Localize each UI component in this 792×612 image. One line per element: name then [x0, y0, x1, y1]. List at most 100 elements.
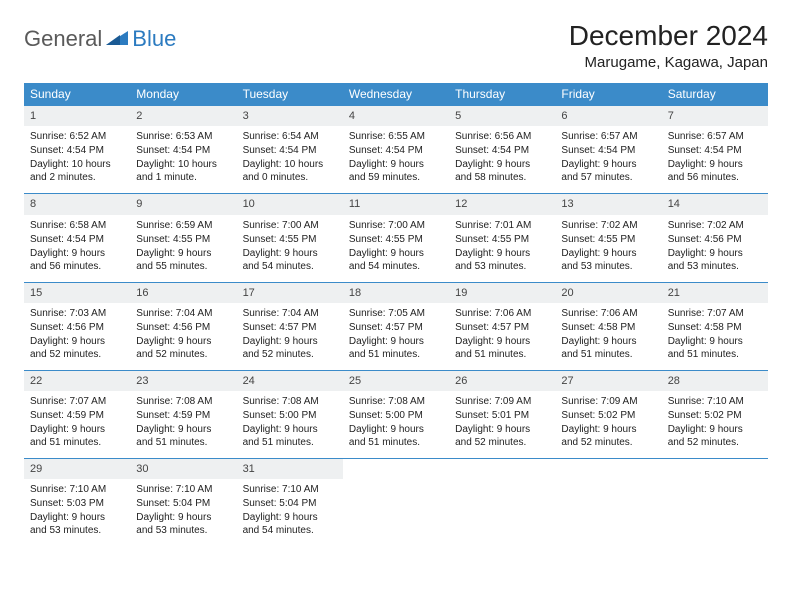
daylight-text: Daylight: 10 hours and 1 minute. — [136, 158, 230, 184]
day-number: 21 — [662, 283, 768, 303]
daylight-text: Daylight: 9 hours and 51 minutes. — [668, 335, 762, 361]
day-details: Sunrise: 6:55 AMSunset: 4:54 PMDaylight:… — [343, 126, 449, 193]
sunrise-text: Sunrise: 6:56 AM — [455, 130, 549, 143]
sunset-text: Sunset: 4:55 PM — [561, 233, 655, 246]
calendar-day-cell — [555, 459, 661, 547]
day-number: 29 — [24, 459, 130, 479]
weekday-header: Saturday — [662, 83, 768, 106]
day-details: Sunrise: 7:07 AMSunset: 4:59 PMDaylight:… — [24, 391, 130, 458]
weekday-header: Tuesday — [237, 83, 343, 106]
sunset-text: Sunset: 4:55 PM — [243, 233, 337, 246]
sunrise-text: Sunrise: 7:10 AM — [668, 395, 762, 408]
day-number: 18 — [343, 283, 449, 303]
daylight-text: Daylight: 9 hours and 54 minutes. — [243, 247, 337, 273]
sunrise-text: Sunrise: 7:05 AM — [349, 307, 443, 320]
day-details: Sunrise: 7:10 AMSunset: 5:03 PMDaylight:… — [24, 479, 130, 546]
sunset-text: Sunset: 5:00 PM — [349, 409, 443, 422]
day-details: Sunrise: 7:06 AMSunset: 4:57 PMDaylight:… — [449, 303, 555, 370]
calendar-table: SundayMondayTuesdayWednesdayThursdayFrid… — [24, 83, 768, 546]
day-details: Sunrise: 7:02 AMSunset: 4:56 PMDaylight:… — [662, 215, 768, 282]
day-details: Sunrise: 6:57 AMSunset: 4:54 PMDaylight:… — [555, 126, 661, 193]
logo: General Blue — [24, 26, 176, 52]
day-details: Sunrise: 7:07 AMSunset: 4:58 PMDaylight:… — [662, 303, 768, 370]
sunset-text: Sunset: 4:55 PM — [136, 233, 230, 246]
calendar-day-cell: 31Sunrise: 7:10 AMSunset: 5:04 PMDayligh… — [237, 459, 343, 547]
weekday-header: Wednesday — [343, 83, 449, 106]
daylight-text: Daylight: 9 hours and 53 minutes. — [668, 247, 762, 273]
daylight-text: Daylight: 9 hours and 51 minutes. — [455, 335, 549, 361]
calendar-day-cell: 8Sunrise: 6:58 AMSunset: 4:54 PMDaylight… — [24, 194, 130, 282]
day-number: 7 — [662, 106, 768, 126]
calendar-day-cell — [662, 459, 768, 547]
daylight-text: Daylight: 9 hours and 52 minutes. — [455, 423, 549, 449]
day-number: 25 — [343, 371, 449, 391]
daylight-text: Daylight: 9 hours and 54 minutes. — [349, 247, 443, 273]
sunrise-text: Sunrise: 6:57 AM — [668, 130, 762, 143]
day-details: Sunrise: 7:10 AMSunset: 5:04 PMDaylight:… — [237, 479, 343, 546]
day-details: Sunrise: 7:04 AMSunset: 4:56 PMDaylight:… — [130, 303, 236, 370]
calendar-day-cell: 20Sunrise: 7:06 AMSunset: 4:58 PMDayligh… — [555, 282, 661, 370]
calendar-day-cell: 15Sunrise: 7:03 AMSunset: 4:56 PMDayligh… — [24, 282, 130, 370]
sunset-text: Sunset: 4:58 PM — [561, 321, 655, 334]
sunrise-text: Sunrise: 7:09 AM — [561, 395, 655, 408]
day-number: 1 — [24, 106, 130, 126]
day-details: Sunrise: 7:10 AMSunset: 5:02 PMDaylight:… — [662, 391, 768, 458]
day-details: Sunrise: 7:00 AMSunset: 4:55 PMDaylight:… — [237, 215, 343, 282]
sunset-text: Sunset: 4:59 PM — [30, 409, 124, 422]
day-number: 14 — [662, 194, 768, 214]
calendar-day-cell: 29Sunrise: 7:10 AMSunset: 5:03 PMDayligh… — [24, 459, 130, 547]
calendar-day-cell: 3Sunrise: 6:54 AMSunset: 4:54 PMDaylight… — [237, 106, 343, 194]
calendar-day-cell: 26Sunrise: 7:09 AMSunset: 5:01 PMDayligh… — [449, 370, 555, 458]
day-details: Sunrise: 7:00 AMSunset: 4:55 PMDaylight:… — [343, 215, 449, 282]
calendar-day-cell: 25Sunrise: 7:08 AMSunset: 5:00 PMDayligh… — [343, 370, 449, 458]
weekday-header: Monday — [130, 83, 236, 106]
day-details: Sunrise: 7:04 AMSunset: 4:57 PMDaylight:… — [237, 303, 343, 370]
sunrise-text: Sunrise: 7:10 AM — [243, 483, 337, 496]
location-subtitle: Marugame, Kagawa, Japan — [569, 54, 768, 71]
day-details: Sunrise: 6:58 AMSunset: 4:54 PMDaylight:… — [24, 215, 130, 282]
sunset-text: Sunset: 5:04 PM — [136, 497, 230, 510]
sunset-text: Sunset: 5:02 PM — [561, 409, 655, 422]
day-details: Sunrise: 7:01 AMSunset: 4:55 PMDaylight:… — [449, 215, 555, 282]
calendar-week-row: 22Sunrise: 7:07 AMSunset: 4:59 PMDayligh… — [24, 370, 768, 458]
daylight-text: Daylight: 9 hours and 51 minutes. — [243, 423, 337, 449]
calendar-day-cell: 14Sunrise: 7:02 AMSunset: 4:56 PMDayligh… — [662, 194, 768, 282]
day-details: Sunrise: 7:08 AMSunset: 5:00 PMDaylight:… — [237, 391, 343, 458]
sunrise-text: Sunrise: 7:01 AM — [455, 219, 549, 232]
day-number: 19 — [449, 283, 555, 303]
calendar-day-cell: 24Sunrise: 7:08 AMSunset: 5:00 PMDayligh… — [237, 370, 343, 458]
sunset-text: Sunset: 4:54 PM — [349, 144, 443, 157]
day-details: Sunrise: 6:59 AMSunset: 4:55 PMDaylight:… — [130, 215, 236, 282]
header: General Blue December 2024 Marugame, Kag… — [24, 20, 768, 71]
day-details: Sunrise: 7:08 AMSunset: 4:59 PMDaylight:… — [130, 391, 236, 458]
sunset-text: Sunset: 5:04 PM — [243, 497, 337, 510]
sunset-text: Sunset: 5:00 PM — [243, 409, 337, 422]
sunrise-text: Sunrise: 6:55 AM — [349, 130, 443, 143]
day-number: 26 — [449, 371, 555, 391]
day-number: 23 — [130, 371, 236, 391]
day-number: 31 — [237, 459, 343, 479]
weekday-header-row: SundayMondayTuesdayWednesdayThursdayFrid… — [24, 83, 768, 106]
calendar-week-row: 1Sunrise: 6:52 AMSunset: 4:54 PMDaylight… — [24, 106, 768, 194]
logo-text-general: General — [24, 26, 102, 52]
day-number: 24 — [237, 371, 343, 391]
sunrise-text: Sunrise: 7:07 AM — [30, 395, 124, 408]
day-details: Sunrise: 7:09 AMSunset: 5:02 PMDaylight:… — [555, 391, 661, 458]
weekday-header: Thursday — [449, 83, 555, 106]
calendar-day-cell: 27Sunrise: 7:09 AMSunset: 5:02 PMDayligh… — [555, 370, 661, 458]
sunset-text: Sunset: 4:57 PM — [243, 321, 337, 334]
sunset-text: Sunset: 4:54 PM — [561, 144, 655, 157]
day-number: 17 — [237, 283, 343, 303]
calendar-day-cell: 19Sunrise: 7:06 AMSunset: 4:57 PMDayligh… — [449, 282, 555, 370]
day-number: 9 — [130, 194, 236, 214]
calendar-week-row: 29Sunrise: 7:10 AMSunset: 5:03 PMDayligh… — [24, 459, 768, 547]
logo-triangle-icon — [106, 29, 128, 45]
calendar-day-cell: 23Sunrise: 7:08 AMSunset: 4:59 PMDayligh… — [130, 370, 236, 458]
sunrise-text: Sunrise: 7:04 AM — [243, 307, 337, 320]
day-number: 8 — [24, 194, 130, 214]
calendar-day-cell: 21Sunrise: 7:07 AMSunset: 4:58 PMDayligh… — [662, 282, 768, 370]
sunset-text: Sunset: 4:54 PM — [455, 144, 549, 157]
daylight-text: Daylight: 9 hours and 58 minutes. — [455, 158, 549, 184]
daylight-text: Daylight: 9 hours and 53 minutes. — [455, 247, 549, 273]
calendar-day-cell — [343, 459, 449, 547]
